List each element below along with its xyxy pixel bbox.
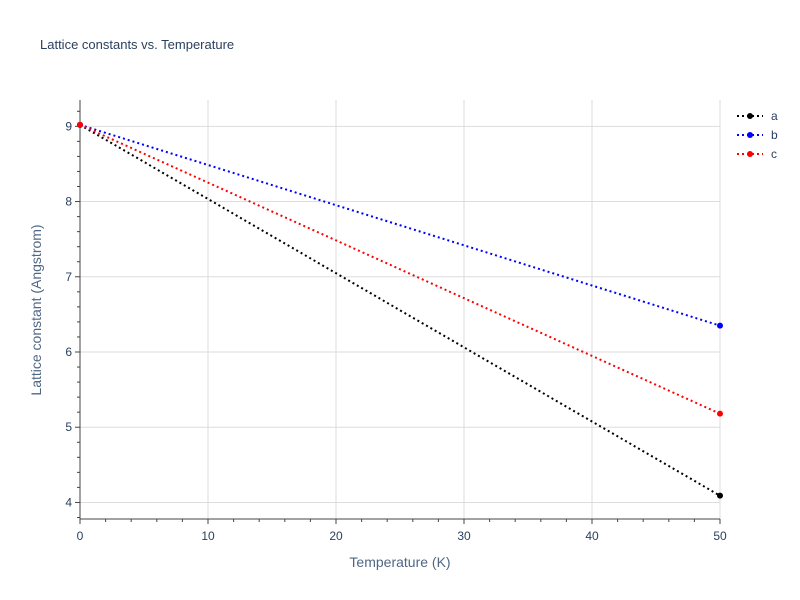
x-tick-label: 40 xyxy=(585,529,599,543)
legend-swatch-b xyxy=(737,131,763,138)
y-tick-label: 4 xyxy=(65,495,72,509)
y-axis-title: Lattice constant (Angstrom) xyxy=(28,224,44,396)
y-tick-label: 7 xyxy=(65,270,72,284)
x-tick-label: 30 xyxy=(457,529,471,543)
x-tick-label: 50 xyxy=(713,529,727,543)
x-tick-label: 20 xyxy=(329,529,343,543)
series-line-c xyxy=(79,123,721,415)
data-point-a xyxy=(717,492,723,499)
legend-label-a: a xyxy=(771,108,778,123)
data-point-c xyxy=(77,121,83,128)
data-point-c xyxy=(717,410,723,417)
data-point-b xyxy=(717,322,723,329)
legend-label-b: b xyxy=(771,127,778,142)
y-tick-label: 5 xyxy=(65,420,72,434)
x-axis-title: Temperature (K) xyxy=(349,554,451,570)
chart-title: Lattice constants vs. Temperature xyxy=(40,37,235,52)
legend-item-b[interactable]: b xyxy=(735,125,778,144)
y-tick-label: 6 xyxy=(65,345,72,359)
legend-label-c: c xyxy=(771,146,777,161)
legend-item-a[interactable]: a xyxy=(735,106,778,125)
series-line-b xyxy=(79,123,721,327)
y-tick-label: 8 xyxy=(65,195,72,209)
y-tick-label: 9 xyxy=(65,119,72,133)
legend-item-c[interactable]: c xyxy=(735,144,778,163)
legend-swatch-a xyxy=(737,112,763,119)
x-tick-label: 0 xyxy=(77,529,84,543)
series-line-a xyxy=(79,123,721,497)
x-tick-label: 10 xyxy=(201,529,215,543)
legend-swatch-c xyxy=(737,150,763,157)
